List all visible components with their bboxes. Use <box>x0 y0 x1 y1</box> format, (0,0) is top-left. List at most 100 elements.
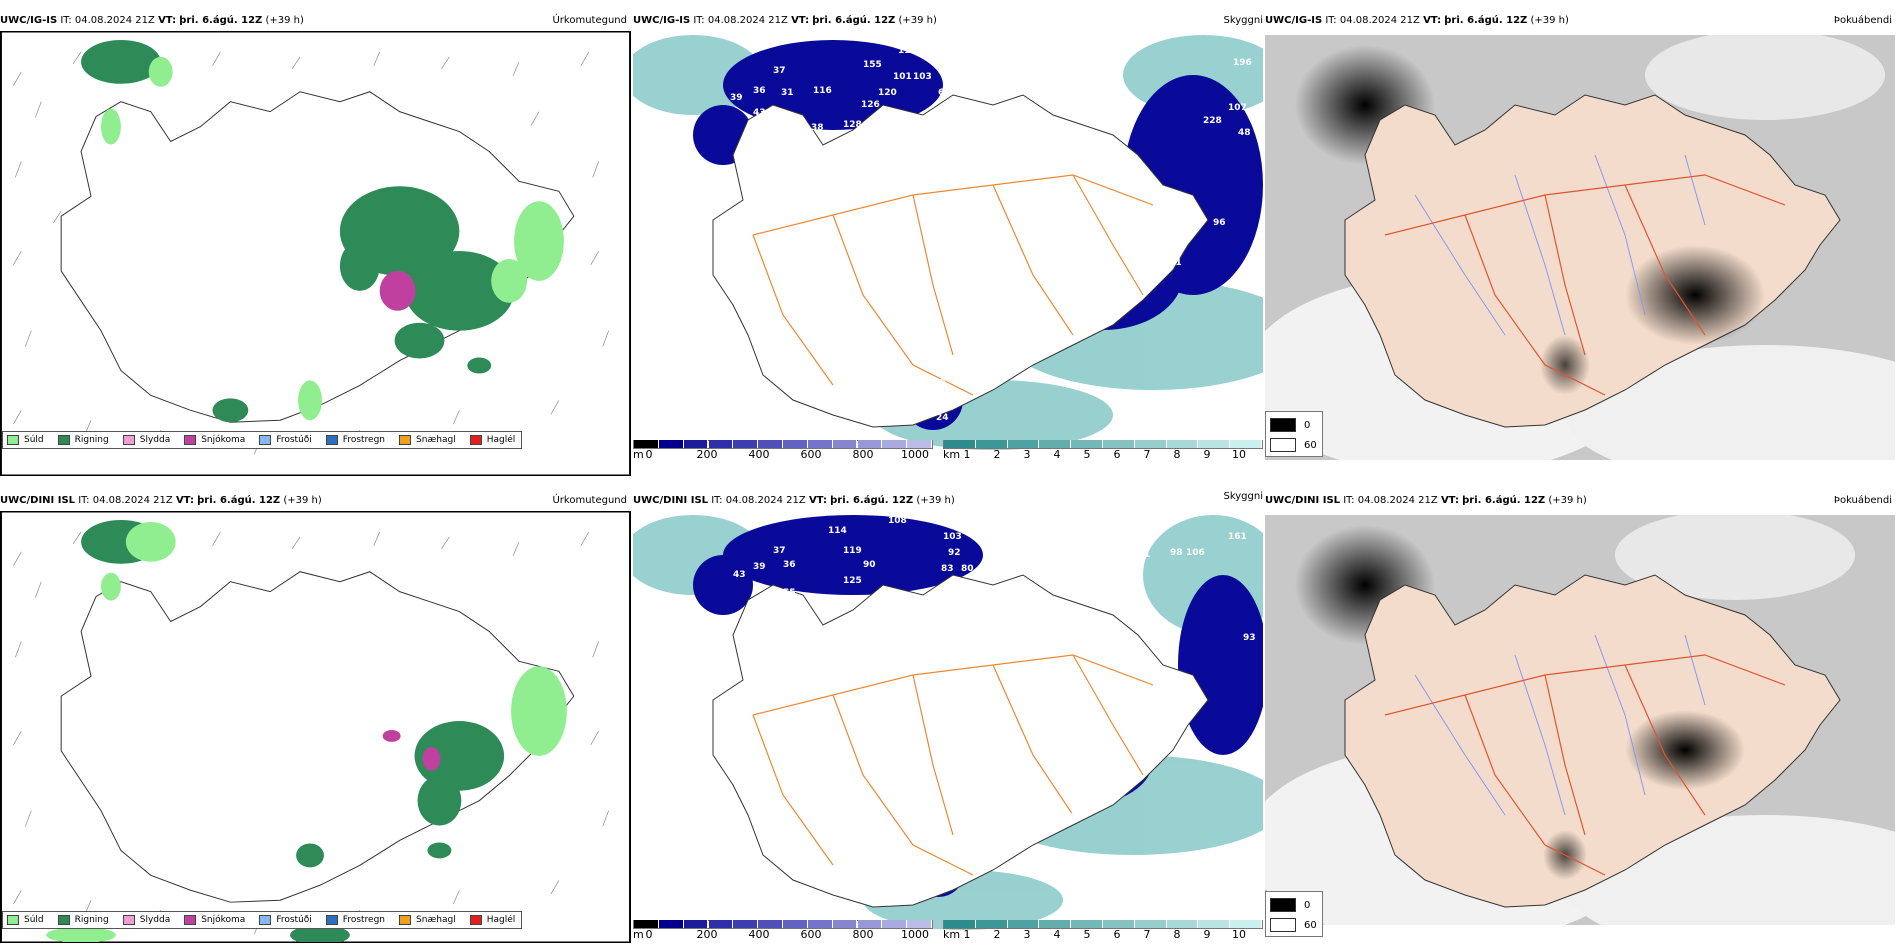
panel-precip-type-bottom: UWC/DINI ISL IT: 04.08.2024 21Z VT: þri.… <box>0 493 631 943</box>
vis-label: 29 <box>1138 742 1151 752</box>
colorbar-segment <box>758 440 783 448</box>
vis-label: 161 <box>1163 258 1182 268</box>
vis-label: 37 <box>773 546 786 556</box>
vis-label: 21 <box>1063 808 1076 818</box>
vis-label: 26 <box>1098 788 1111 798</box>
vis-label: 125 <box>843 576 862 586</box>
legend-swatch <box>122 915 135 925</box>
vis-label: 106 <box>1186 548 1205 558</box>
vis-label: 30 <box>1073 273 1086 283</box>
colorbar-tick: 9 <box>1203 928 1211 941</box>
colorbar-segment <box>882 920 908 928</box>
legend-swatch <box>7 915 19 925</box>
iceland-outline <box>60 91 575 423</box>
fog-swatch <box>1270 438 1296 452</box>
rain-areas <box>81 39 515 423</box>
drizzle-areas <box>46 521 567 942</box>
iceland-outline <box>1344 94 1841 428</box>
vis-label: 98 <box>1170 548 1183 558</box>
vis-label: 148 <box>1133 273 1152 283</box>
panel-header: UWC/DINI ISL IT: 04.08.2024 21Z VT: þri.… <box>0 495 322 506</box>
colorbar-segment <box>832 440 858 448</box>
colorbar-segment <box>658 440 684 448</box>
colorbar-tick: 8 <box>1173 448 1181 461</box>
legend-swatch <box>57 915 70 925</box>
legend-swatch <box>184 915 197 925</box>
legend-item-frostudi: Frostúði <box>259 915 312 925</box>
fog-roads <box>1384 654 1786 876</box>
colorbar-segment <box>1230 920 1262 928</box>
colorbar-segment <box>975 440 1008 448</box>
vis-label: 119 <box>843 546 862 556</box>
vis-label: 161 <box>1228 532 1247 542</box>
legend-item-hagl: Haglél <box>469 915 515 925</box>
vis-label: 36 <box>1088 748 1101 758</box>
vis-label: 36 <box>753 86 766 96</box>
colorbar-tick: 10 <box>1232 928 1246 941</box>
colorbar-unit: m <box>633 448 644 461</box>
colorbar-unit: km <box>943 928 961 941</box>
fog-legend-row: 60 <box>1270 918 1317 932</box>
legend-swatch <box>7 435 19 445</box>
vis-label: 37 <box>773 66 786 76</box>
vis-label: 23 <box>1063 298 1076 308</box>
visibility-colorbar-m: m 0 200 400 600 800 1000 <box>633 920 933 942</box>
vis-label: 48 <box>913 398 926 408</box>
colorbar-segment <box>1071 440 1103 448</box>
legend-swatch <box>259 435 272 445</box>
fog-swatch <box>1270 918 1296 932</box>
panel-field-label: Þokuábendi <box>1833 495 1892 506</box>
vis-label: 27 <box>1111 751 1124 761</box>
vis-label: 126 <box>861 100 880 110</box>
colorbar-tick: 9 <box>1203 448 1211 461</box>
vis-label: 90 <box>863 560 876 570</box>
legend-swatch <box>469 435 482 445</box>
legend-item-snaehagl: Snæhagl <box>399 915 456 925</box>
panel-field-label: Úrkomutegund <box>552 15 627 26</box>
visibility-map: 37 155 119 109 98 39 36 31 116 101 103 4… <box>633 35 1263 455</box>
vis-label: 38 <box>811 123 824 133</box>
fog-roads <box>1384 174 1786 396</box>
fog-legend-row: 0 <box>1270 418 1310 432</box>
colorbar-segment <box>907 920 932 928</box>
snow-areas <box>382 729 441 771</box>
colorbar-tick: 5 <box>1083 928 1091 941</box>
colorbar-tick: 3 <box>1023 928 1031 941</box>
iceland-outline <box>712 94 1209 428</box>
vis-label: 69 <box>938 88 951 98</box>
colorbar-tick: 7 <box>1143 448 1151 461</box>
snow-areas <box>379 270 416 311</box>
vis-label: 92 <box>948 548 961 558</box>
colorbar-segment <box>1230 440 1262 448</box>
visibility-colorbar-m: m 0 200 400 600 800 1000 <box>633 440 933 462</box>
colorbar-tick: 600 <box>800 928 822 941</box>
colorbar-tick: 1 <box>963 448 971 461</box>
vis-label: 32 <box>1103 268 1116 278</box>
legend-item-snjokoma: Snjókoma <box>184 435 245 445</box>
colorbar-segment <box>683 920 709 928</box>
vis-label: 196 <box>1233 58 1252 68</box>
vis-label: 128 <box>843 120 862 130</box>
legend-item-slydda: Slydda <box>122 915 170 925</box>
panel-visibility-top: UWC/IG-IS IT: 04.08.2024 21Z VT: þri. 6.… <box>633 13 1263 463</box>
panel-field-label: Skyggni <box>1223 15 1263 26</box>
colorbar-tick: 200 <box>696 448 718 461</box>
visibility-colorbar-km: km 1 2 3 4 5 6 7 8 9 10 <box>943 440 1263 462</box>
vis-label: 24 <box>936 413 949 423</box>
vis-label: 116 <box>813 86 832 96</box>
colorbar-segment <box>907 440 932 448</box>
colorbar-unit: km <box>943 448 961 461</box>
vis-label: 50 <box>783 153 796 163</box>
precip-map <box>0 511 631 943</box>
colorbar-tick: 0 <box>645 928 653 941</box>
visibility-map: 114 108 103 106 89 37 119 92 11 161 39 3… <box>633 515 1263 935</box>
legend-item-frostregn: Frostregn <box>325 915 385 925</box>
legend-item-snaehagl: Snæhagl <box>399 435 456 445</box>
colorbar-segment <box>944 920 976 928</box>
vis-label: 120 <box>878 88 897 98</box>
panel-header: UWC/IG-IS IT: 04.08.2024 21Z VT: þri. 6.… <box>0 15 304 26</box>
legend-swatch <box>259 915 272 925</box>
colorbar-segment <box>807 920 833 928</box>
colorbar-segment <box>733 920 759 928</box>
colorbar-segment <box>1198 920 1231 928</box>
